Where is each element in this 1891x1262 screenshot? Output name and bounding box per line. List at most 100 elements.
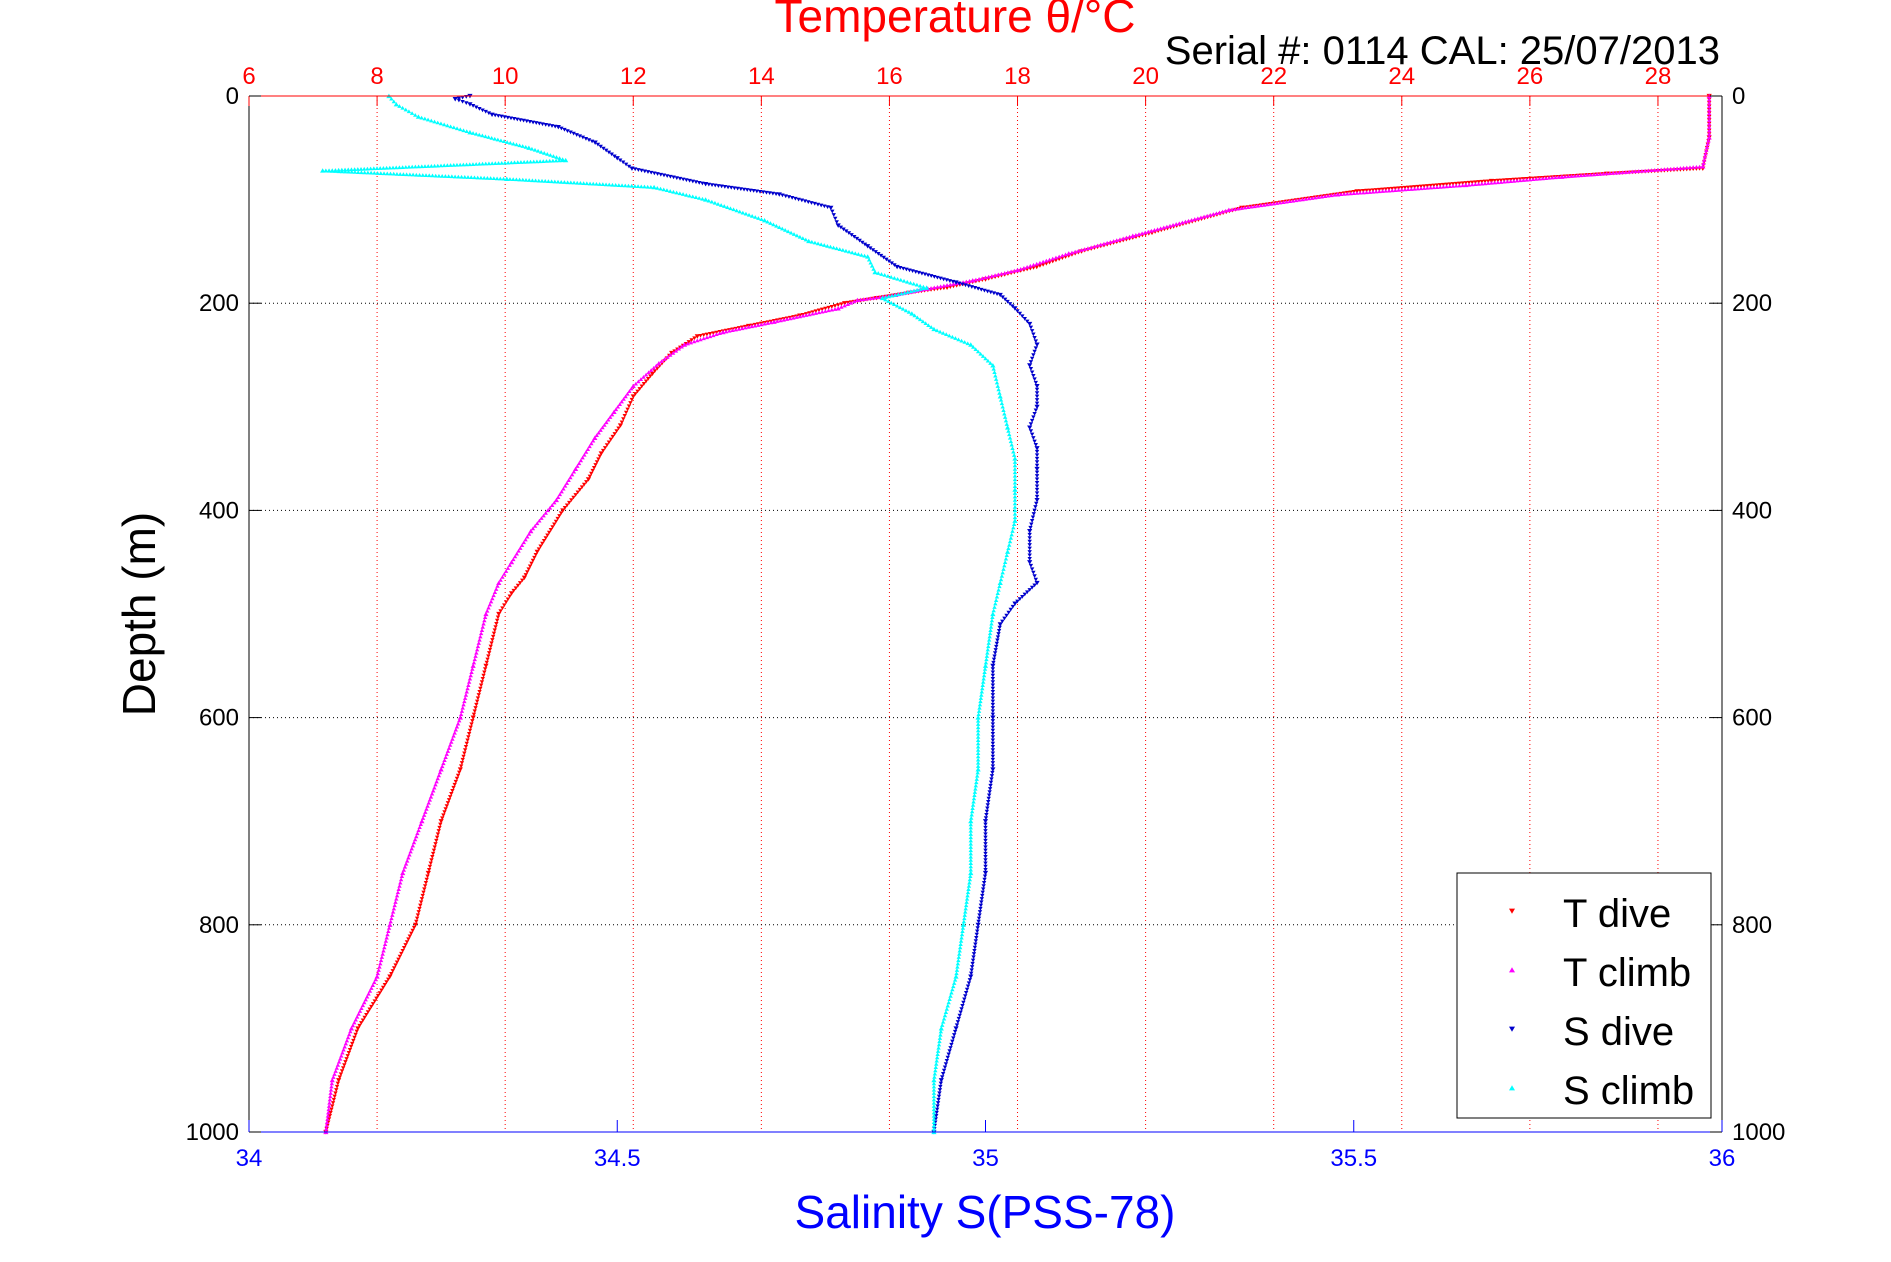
profile-marker — [483, 161, 488, 166]
profile-marker — [454, 162, 460, 167]
profile-marker — [589, 441, 594, 446]
profile-marker — [1027, 539, 1032, 544]
profile-marker — [989, 774, 995, 778]
profile-marker — [374, 996, 379, 1001]
profile-marker — [990, 757, 996, 762]
data-point — [1130, 233, 1136, 238]
profile-marker — [866, 257, 872, 262]
profile-marker — [594, 181, 599, 186]
profile-marker — [1028, 325, 1034, 330]
profile-marker — [661, 187, 666, 192]
profile-marker — [857, 238, 862, 243]
profile-marker — [384, 935, 389, 940]
profile-marker — [993, 377, 999, 381]
profile-marker — [1117, 237, 1123, 242]
profile-marker — [883, 297, 888, 302]
profile-marker — [436, 773, 442, 778]
profile-marker — [704, 332, 710, 337]
profile-marker — [1008, 607, 1013, 612]
data-point — [555, 125, 561, 130]
profile-marker — [348, 1044, 354, 1049]
profile-marker — [1012, 463, 1018, 468]
profile-marker — [414, 172, 419, 177]
salinity-tick-label: 34.5 — [594, 1145, 641, 1172]
profile-marker — [1002, 297, 1008, 302]
profile-marker — [986, 274, 991, 279]
series-s-dive — [452, 93, 1040, 1135]
profile-marker — [985, 358, 991, 363]
profile-marker — [809, 239, 815, 244]
profile-marker — [983, 858, 988, 863]
profile-marker — [555, 179, 561, 184]
profile-marker — [1031, 512, 1036, 516]
profile-marker — [1473, 182, 1478, 187]
profile-marker — [982, 667, 988, 671]
profile-marker — [480, 161, 485, 166]
profile-marker — [979, 689, 985, 694]
profile-marker — [579, 485, 585, 490]
profile-marker — [1032, 583, 1037, 588]
profile-marker — [784, 317, 790, 321]
profile-marker — [510, 177, 516, 182]
profile-marker — [894, 303, 900, 308]
profile-marker — [496, 114, 501, 118]
profile-marker — [970, 958, 976, 963]
profile-marker — [604, 148, 609, 153]
profile-marker — [1034, 481, 1040, 485]
profile-marker — [1177, 221, 1182, 226]
salinity-axis-title: Salinity S(PSS-78) — [795, 1186, 1176, 1238]
profile-marker — [642, 184, 647, 189]
profile-marker — [423, 810, 428, 814]
profile-marker — [458, 764, 464, 769]
profile-marker — [514, 551, 520, 556]
profile-marker — [963, 903, 969, 908]
profile-marker — [1229, 207, 1235, 212]
profile-marker — [815, 241, 821, 246]
profile-marker — [507, 594, 512, 599]
profile-marker — [1104, 240, 1110, 245]
profile-marker — [339, 169, 345, 174]
profile-marker — [854, 236, 860, 241]
profile-marker — [1297, 197, 1302, 202]
profile-marker — [604, 443, 610, 448]
profile-marker — [422, 884, 428, 888]
profile-marker — [974, 777, 979, 781]
profile-marker — [993, 601, 998, 606]
profile-marker — [480, 108, 485, 113]
profile-marker — [353, 1032, 358, 1037]
profile-marker — [1015, 309, 1020, 313]
profile-marker — [339, 167, 345, 172]
profile-marker — [549, 179, 554, 184]
profile-marker — [826, 308, 831, 313]
profile-marker — [979, 897, 985, 901]
profile-marker — [971, 952, 977, 956]
profile-marker — [489, 161, 495, 166]
profile-marker — [456, 96, 462, 101]
profile-marker — [555, 495, 561, 499]
profile-marker — [422, 164, 428, 168]
profile-marker — [382, 942, 388, 946]
profile-marker — [548, 153, 553, 157]
profile-marker — [969, 965, 975, 969]
profile-marker — [749, 324, 754, 329]
data-point — [990, 767, 996, 772]
profile-marker — [964, 900, 969, 904]
data-point — [496, 611, 502, 617]
profile-marker — [992, 370, 997, 375]
depth-tick-label-left: 1000 — [186, 1119, 239, 1146]
profile-marker — [543, 122, 548, 127]
profile-marker — [981, 880, 987, 885]
profile-marker — [988, 780, 994, 785]
profile-marker — [507, 177, 513, 181]
profile-marker — [1027, 536, 1032, 541]
profile-marker — [886, 294, 891, 299]
profile-marker — [667, 189, 673, 193]
profile-marker — [1012, 501, 1018, 506]
salinity-tick-label: 35 — [972, 1145, 999, 1172]
profile-marker — [428, 794, 434, 799]
profile-marker — [613, 183, 618, 187]
profile-marker — [621, 397, 626, 401]
profile-marker — [969, 812, 974, 817]
profile-marker — [994, 641, 1000, 646]
data-point — [457, 715, 463, 720]
